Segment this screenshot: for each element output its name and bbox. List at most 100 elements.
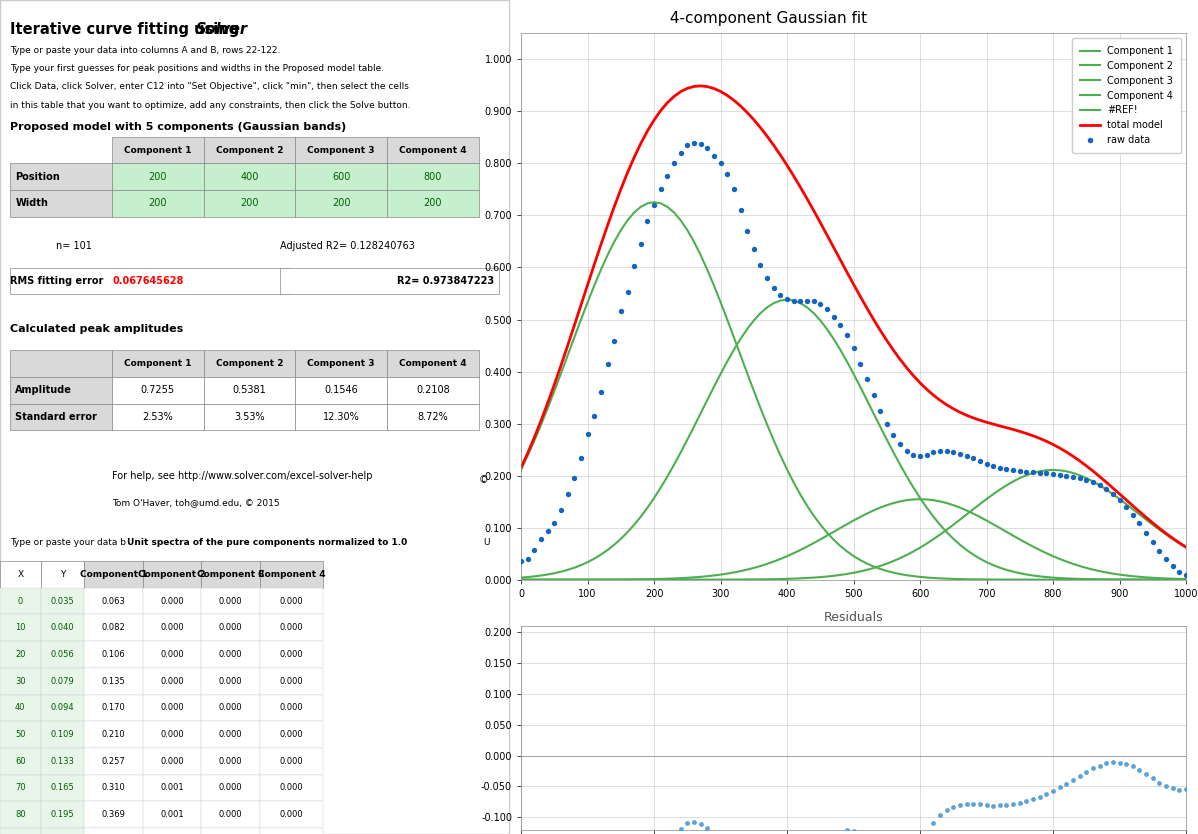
Point	[1043, 784, 1063, 797]
Point	[1010, 796, 1029, 810]
FancyBboxPatch shape	[0, 748, 41, 775]
Text: 0.082: 0.082	[102, 623, 125, 632]
Point	[937, 444, 956, 457]
FancyBboxPatch shape	[41, 721, 84, 748]
Point	[1057, 469, 1076, 482]
Text: 0.109: 0.109	[50, 730, 74, 739]
Point	[665, 829, 684, 834]
Point	[997, 798, 1016, 811]
FancyBboxPatch shape	[260, 615, 323, 641]
Point	[798, 294, 817, 308]
FancyBboxPatch shape	[204, 377, 296, 404]
FancyBboxPatch shape	[84, 748, 143, 775]
Text: Y: Y	[60, 570, 65, 579]
Point	[678, 816, 697, 830]
Text: Component 4: Component 4	[399, 146, 466, 154]
FancyBboxPatch shape	[260, 748, 323, 775]
FancyBboxPatch shape	[201, 828, 260, 834]
Point	[1096, 756, 1115, 770]
Point	[551, 504, 570, 517]
Text: 0.000: 0.000	[279, 810, 303, 819]
Point	[684, 816, 703, 829]
Point	[963, 452, 982, 465]
Point	[991, 461, 1010, 475]
FancyBboxPatch shape	[41, 668, 84, 695]
Text: 0.000: 0.000	[161, 623, 183, 632]
Text: 0.000: 0.000	[218, 650, 242, 659]
Text: 0.5381: 0.5381	[232, 385, 266, 395]
FancyBboxPatch shape	[201, 695, 260, 721]
Point	[957, 797, 976, 811]
Point	[624, 259, 643, 273]
FancyBboxPatch shape	[295, 404, 387, 430]
FancyBboxPatch shape	[84, 641, 143, 668]
Point	[991, 799, 1010, 812]
Text: 0.079: 0.079	[50, 676, 74, 686]
Text: Standard error: Standard error	[16, 412, 97, 422]
Text: 0.000: 0.000	[218, 623, 242, 632]
Text: 0.000: 0.000	[279, 650, 303, 659]
Text: 20: 20	[16, 650, 25, 659]
FancyBboxPatch shape	[387, 137, 478, 163]
Point	[1143, 771, 1162, 785]
FancyBboxPatch shape	[260, 828, 323, 834]
Point	[1130, 763, 1149, 776]
Point	[1057, 777, 1076, 791]
FancyBboxPatch shape	[10, 377, 113, 404]
Point	[512, 555, 531, 568]
Text: 10: 10	[16, 623, 25, 632]
FancyBboxPatch shape	[0, 695, 41, 721]
Text: Unit spectra of the pure components normalized to 1.0: Unit spectra of the pure components norm…	[127, 538, 407, 547]
Point	[757, 271, 776, 284]
Point	[1036, 787, 1055, 801]
Point	[697, 821, 716, 834]
FancyBboxPatch shape	[41, 641, 84, 668]
Text: Calculated peak amplitudes: Calculated peak amplitudes	[10, 324, 183, 334]
Point	[725, 183, 744, 196]
Text: Adjusted R2= 0.128240763: Adjusted R2= 0.128240763	[280, 241, 415, 251]
Point	[611, 304, 630, 318]
Point	[1176, 782, 1196, 796]
Point	[1030, 466, 1049, 480]
Point	[851, 357, 870, 370]
Text: 0.000: 0.000	[218, 676, 242, 686]
Text: Component 3: Component 3	[308, 146, 375, 154]
Point	[963, 797, 982, 811]
FancyBboxPatch shape	[387, 163, 478, 190]
Point	[1109, 494, 1129, 507]
Point	[817, 303, 836, 316]
Point	[830, 318, 849, 331]
Point	[924, 816, 943, 830]
Text: 200: 200	[241, 198, 259, 208]
FancyBboxPatch shape	[0, 721, 41, 748]
Text: 0.170: 0.170	[102, 703, 125, 712]
FancyBboxPatch shape	[260, 588, 323, 615]
FancyBboxPatch shape	[10, 268, 290, 294]
Point	[545, 516, 564, 530]
FancyBboxPatch shape	[260, 561, 323, 588]
FancyBboxPatch shape	[0, 828, 41, 834]
Text: 200: 200	[149, 198, 167, 208]
FancyBboxPatch shape	[113, 350, 204, 377]
FancyBboxPatch shape	[260, 668, 323, 695]
Point	[684, 136, 703, 149]
Text: 0.165: 0.165	[50, 783, 74, 792]
Text: Position: Position	[16, 172, 60, 182]
FancyBboxPatch shape	[201, 615, 260, 641]
Text: Type or paste your data into columns A and B, rows 22-122.: Type or paste your data into columns A a…	[10, 46, 280, 54]
FancyBboxPatch shape	[41, 695, 84, 721]
Text: 2.53%: 2.53%	[143, 412, 174, 422]
FancyBboxPatch shape	[84, 668, 143, 695]
Text: 0.210: 0.210	[102, 730, 125, 739]
Point	[1051, 468, 1070, 481]
FancyBboxPatch shape	[143, 668, 201, 695]
FancyBboxPatch shape	[295, 163, 387, 190]
Text: 0.094: 0.094	[50, 703, 74, 712]
Point	[1090, 478, 1109, 491]
Point	[1137, 526, 1156, 540]
Text: 0.000: 0.000	[279, 596, 303, 605]
Point	[1124, 508, 1143, 521]
Text: 12.30%: 12.30%	[322, 412, 359, 422]
FancyBboxPatch shape	[201, 588, 260, 615]
Point	[824, 831, 843, 834]
